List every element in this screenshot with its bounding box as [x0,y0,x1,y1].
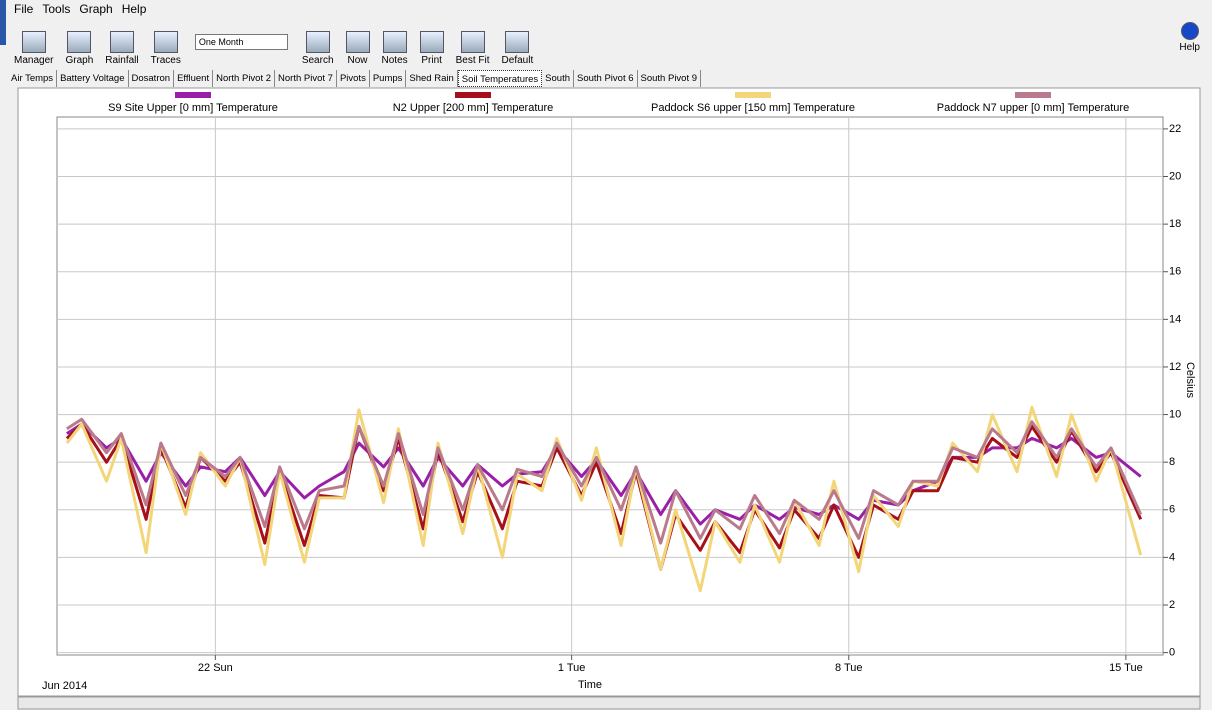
series-line [65,405,1143,593]
tab[interactable]: South [542,70,574,87]
series-line [65,422,1143,571]
y-tick-label: 8 [1169,456,1175,468]
button-label: Rainfall [105,55,139,66]
y-tick-label: 2 [1169,599,1175,611]
legend-swatch [455,92,491,98]
series-line [66,422,1142,526]
toolbar-button[interactable]: Rainfall [105,31,139,66]
button-icon [153,31,178,53]
button-label: Search [301,55,334,66]
help-icon [1180,22,1199,40]
tab[interactable]: Battery Voltage [57,70,129,87]
tab[interactable]: Pumps [370,70,407,87]
help-button[interactable]: Help [1179,22,1200,53]
y-tick-label: 4 [1169,551,1175,563]
scrollbar [17,696,1201,710]
tab[interactable]: Soil Temperatures [457,70,543,87]
tab[interactable]: North Pivot 2 [213,70,276,87]
toolbar-button[interactable]: Graph [65,31,93,66]
menu-item[interactable]: Tools [42,2,71,16]
x-tick-label: 15 Tue [1109,662,1143,674]
button-icon [345,31,370,53]
button-label: Manager [14,55,54,66]
toolbar-button[interactable]: Best Fit [456,31,490,66]
x-axis-start: Jun 2014 [42,680,87,692]
tab[interactable]: South Pivot 6 [574,70,638,87]
button-label: Now [347,55,368,66]
tab-bar: Air Temps Battery Voltage Dosatron Effluent… [8,70,702,87]
y-tick-label: 6 [1169,504,1175,516]
button-icon [382,31,407,53]
toolbar: Manager Graph Rainfall Traces One Month Searc… [8,20,1212,66]
legend-swatch [175,92,211,98]
button-label: Print [421,55,442,66]
button-icon [21,31,46,53]
y-tick-label: 14 [1169,313,1181,325]
legend-swatch [735,92,771,98]
button-icon [109,31,134,53]
tab[interactable]: Dosatron [129,70,175,87]
y-tick-label: 20 [1169,170,1181,182]
tab[interactable]: Pivots [337,70,370,87]
toolbar-button[interactable]: Print [419,31,444,66]
window-edge [0,0,6,45]
tab[interactable]: Air Temps [8,70,58,87]
x-tick-label: 22 Sun [198,662,233,674]
button-icon [419,31,444,53]
toolbar-button[interactable]: Now [345,31,370,66]
legend-label: S9 Site Upper [0 mm] Temperature [108,102,278,114]
y-tick-label: 16 [1169,266,1181,278]
button-icon [460,31,485,53]
toolbar-button[interactable]: Search [302,31,334,66]
y-tick-label: 10 [1169,408,1181,420]
help-label: Help [1179,42,1200,53]
y-axis-label: Celsius [1184,362,1196,399]
tab[interactable]: South Pivot 9 [638,70,702,87]
y-tick-label: 0 [1169,647,1175,659]
legend-label: N2 Upper [200 mm] Temperature [393,102,554,114]
toolbar-button[interactable]: Manager [14,31,53,66]
toolbar-button[interactable]: Notes [382,31,408,66]
menu-item[interactable]: Graph [79,2,113,16]
legend-label: Paddock S6 upper [150 mm] Temperature [651,102,855,114]
legend-label: Paddock N7 upper [0 mm] Temperature [937,102,1129,114]
plot-area [56,116,1164,656]
chart-panel [17,87,1201,697]
button-label: Traces [150,55,181,66]
legend-swatch [1015,92,1051,98]
tab[interactable]: Shed Rain [406,70,458,87]
tab[interactable]: Effluent [174,70,214,87]
button-icon [67,31,92,53]
range-select[interactable]: One Month [194,34,288,50]
menu-bar: File Tools Graph Help [8,0,146,18]
button-icon [505,31,530,53]
button-icon [305,31,330,53]
x-axis-label: Time [578,679,602,691]
tab[interactable]: North Pivot 7 [275,70,337,87]
button-label: Best Fit [455,55,490,66]
menu-item[interactable]: Help [121,2,147,16]
button-label: Graph [65,55,94,66]
x-tick-label: 8 Tue [835,662,863,674]
y-tick-label: 18 [1169,218,1181,230]
toolbar-button[interactable]: Default [501,31,534,66]
toolbar-button[interactable]: Traces [151,31,181,66]
y-tick-label: 12 [1169,361,1181,373]
button-label: Default [501,55,534,66]
x-tick-label: 1 Tue [558,662,586,674]
series-line [66,417,1143,545]
button-label: Notes [381,55,408,66]
y-tick-label: 22 [1169,123,1181,135]
menu-item[interactable]: File [14,2,34,16]
